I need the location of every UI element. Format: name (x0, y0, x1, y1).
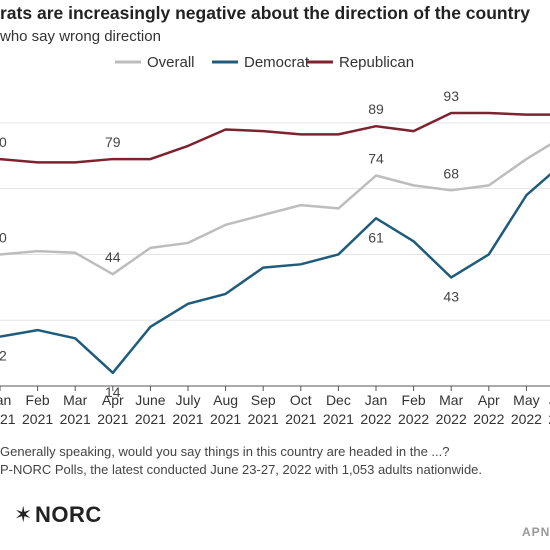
legend-label-democrat: Democrat (244, 54, 310, 71)
question-note: Generally speaking, would you say things… (0, 444, 450, 459)
x-tick-label-year: 2021 (172, 411, 203, 427)
x-tick-label-year: 2021 (22, 411, 53, 427)
series-line-republican (0, 111, 550, 164)
data-label-overall: 74 (368, 151, 384, 167)
x-tick-label-month: Oct (290, 392, 312, 408)
x-tick-label-month: Feb (26, 392, 50, 408)
data-label-republican: 89 (368, 101, 384, 117)
norc-star-icon: ✶ (14, 502, 33, 527)
x-tick-label-month: Mar (63, 392, 87, 408)
data-label-republican: 0 (0, 134, 7, 150)
x-tick-label-year: 2021 (97, 411, 128, 427)
source-note: P-NORC Polls, the latest conducted June … (0, 462, 483, 477)
x-tick-label-year: 2022 (398, 411, 429, 427)
data-label-overall: 44 (105, 249, 121, 265)
x-tick-label-month: Sep (251, 392, 276, 408)
series-lines (0, 111, 550, 375)
x-tick-label-month: Jan (365, 392, 388, 408)
data-label-republican: 79 (105, 134, 121, 150)
chart-title: rats are increasingly negative about the… (0, 3, 530, 23)
x-tick-label-year: 2022 (360, 411, 391, 427)
x-tick-label-month: Mar (439, 392, 463, 408)
data-label-republican: 93 (443, 88, 459, 104)
x-tick-label-year: 2021 (210, 411, 241, 427)
x-tick-label-month: Feb (402, 392, 426, 408)
data-label-democrat: 61 (368, 229, 384, 245)
x-tick-label-month: June (549, 392, 550, 408)
line-chart: Overall Democrat Republican 0 44 74 68 2 14 61 43… (0, 54, 550, 427)
x-tick-label-month: June (135, 392, 166, 408)
legend-label-republican: Republican (339, 54, 414, 71)
x-tick-label-year: 2021 (0, 411, 16, 427)
data-label-overall: 68 (443, 165, 459, 181)
x-tick-label-month: July (176, 392, 201, 408)
norc-logo-text: NORC (34, 502, 102, 527)
legend: Overall Democrat Republican (115, 54, 414, 71)
data-label-democrat: 2 (0, 348, 7, 364)
series-line-democrat (0, 172, 550, 375)
x-tick-label-month: May (513, 392, 539, 408)
credit-mark: APN (522, 525, 550, 539)
norc-logo: ✶NORC (14, 502, 102, 528)
x-tick-label-year: 2021 (60, 411, 91, 427)
x-tick-label-month: Apr (478, 392, 500, 408)
x-tick-label-year: 2022 (473, 411, 504, 427)
x-tick-label-year: 2022 (436, 411, 467, 427)
x-tick-label-month: Dec (326, 392, 351, 408)
x-tick-label-year: 2021 (248, 411, 279, 427)
x-tick-label-year: 2021 (285, 411, 316, 427)
chart-subtitle: who say wrong direction (0, 28, 161, 45)
x-tick-label-year: 2022 (548, 411, 550, 427)
data-label-democrat: 43 (443, 288, 459, 304)
legend-label-overall: Overall (147, 54, 195, 71)
x-tick-label-month: Aug (213, 392, 238, 408)
data-label-overall: 0 (0, 229, 7, 245)
x-tick-label-month: Apr (102, 392, 124, 408)
x-tick-label-month: Jan (0, 392, 11, 408)
x-axis: Jan 2021 Feb 2021 Mar 2021 Apr 2021 June 2021 July… (0, 386, 550, 427)
data-labels: 0 44 74 68 2 14 61 43 0 79 89 93 (0, 88, 459, 400)
x-tick-label-year: 2021 (323, 411, 354, 427)
x-tick-label-year: 2021 (135, 411, 166, 427)
data-label-democrat: 14 (105, 384, 121, 400)
series-line-overall (0, 143, 550, 276)
x-tick-label-year: 2022 (511, 411, 542, 427)
